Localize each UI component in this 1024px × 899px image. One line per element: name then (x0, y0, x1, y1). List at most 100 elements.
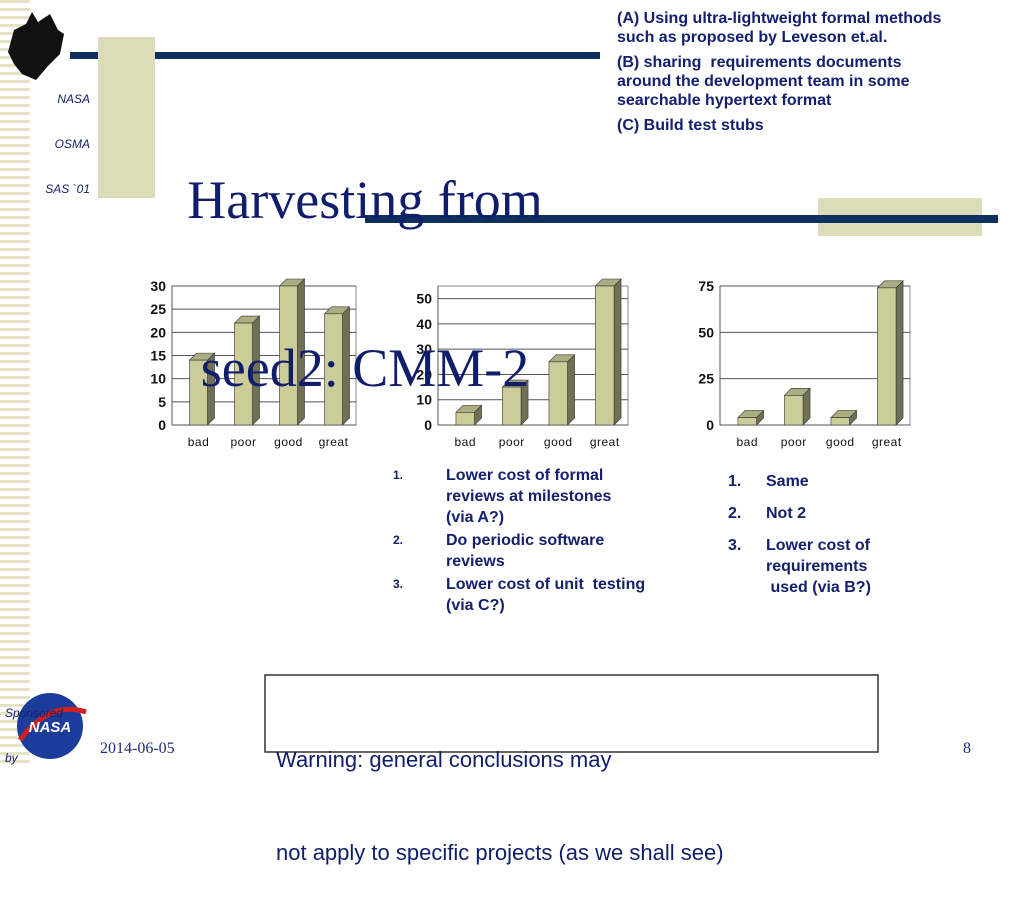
title-line: seed2: CMM-2 (200, 338, 530, 398)
logo-text: NASA OSMA SAS `01 (40, 62, 90, 212)
list-line: reviews at milestones (446, 488, 612, 505)
y-tick-label: 0 (158, 417, 166, 433)
list-line: Lower cost of (766, 537, 871, 554)
list-middle: 1. Lower cost of formal reviews at milesto… (393, 465, 645, 618)
mid-rule (365, 215, 998, 223)
bar (830, 417, 850, 426)
warning: Warning: general conclusions may not app… (276, 682, 724, 899)
list-line: Not 2 (766, 505, 806, 522)
list-item: 3. Lower cost of unit testing (via C?) (393, 574, 645, 616)
list-line: (via A?) (446, 509, 505, 526)
y-tick-label: 50 (698, 324, 714, 340)
y-tick-label: 15 (150, 348, 166, 364)
logo-line: OSMA (54, 137, 90, 151)
list-line: Do periodic software (446, 532, 605, 549)
x-tick-label: good (826, 435, 855, 449)
bar (877, 287, 897, 426)
y-tick-label: 25 (150, 301, 166, 317)
logo-line: SAS `01 (45, 182, 90, 196)
y-tick-label: 40 (416, 316, 432, 332)
note-line: around the development team in some (617, 73, 910, 90)
y-tick-label: 0 (424, 417, 432, 433)
warning-box (264, 674, 879, 753)
sponsor-line: by (5, 751, 18, 765)
list-number: 2. (728, 505, 742, 522)
list-number: 1. (728, 473, 742, 490)
list-line: reviews (446, 553, 505, 570)
x-tick-label: bad (736, 435, 758, 449)
note-line: (C) Build test stubs (617, 117, 764, 134)
warning-line: not apply to specific projects (as we sh… (276, 840, 724, 865)
bar (189, 359, 208, 426)
note-line: (A) Using ultra-lightweight formal metho… (617, 10, 942, 27)
bar (324, 313, 343, 426)
list-text: Same (766, 471, 871, 492)
list-line: Lower cost of formal (446, 467, 604, 484)
warning-line: Warning: general conclusions may (276, 747, 612, 772)
note: (A) Using ultra-lightweight formal metho… (617, 9, 941, 47)
bar (784, 395, 804, 426)
title-accent (98, 37, 155, 198)
list-number: 1. (393, 468, 404, 482)
x-tick-label: poor (781, 435, 807, 449)
x-tick-label: good (544, 435, 573, 449)
page-number: 8 (963, 740, 971, 757)
x-tick-label: great (590, 435, 620, 449)
list-line: (via C?) (446, 597, 505, 614)
badge-swoosh (18, 706, 87, 742)
y-tick-label: 25 (698, 371, 714, 387)
x-tick-label: great (319, 435, 349, 449)
x-tick-label: poor (230, 435, 256, 449)
list-text: Lower cost of formal reviews at milestone… (446, 465, 645, 528)
list-item: 3. Lower cost of requirements used (via B?… (728, 535, 871, 598)
y-tick-label: 75 (698, 278, 714, 294)
y-tick-label: 0 (706, 417, 714, 433)
list-line: requirements (766, 558, 868, 575)
bar-side (895, 280, 904, 426)
bar (502, 386, 522, 426)
list-line: Lower cost of unit testing (446, 576, 646, 593)
top-rule (70, 52, 600, 59)
x-tick-label: poor (499, 435, 525, 449)
list-text: Lower cost of requirements used (via B?) (766, 535, 871, 598)
note-line: (B) sharing requirements documents (617, 54, 902, 71)
bar (234, 322, 253, 426)
y-tick-label: 5 (158, 394, 166, 410)
bar (279, 285, 298, 426)
y-tick-label: 30 (150, 278, 166, 294)
x-tick-label: bad (188, 435, 210, 449)
list-line: Same (766, 473, 809, 490)
bar (737, 417, 757, 426)
list-right: 1. Same 2. Not 2 3. Lower cost of requirements… (728, 471, 871, 609)
y-tick-label: 20 (416, 366, 432, 382)
note: (C) Build test stubs (617, 116, 941, 135)
note-line: such as proposed by Leveson et.al. (617, 29, 888, 46)
list-number: 2. (393, 533, 404, 547)
slide-graphics: NASA 0 5 10 15 20 25 30 bad poor good great 0 10 20 30… (0, 0, 998, 768)
bar (595, 285, 615, 426)
list-text: Do periodic software reviews (446, 530, 645, 572)
bar-side (613, 278, 622, 426)
bar (455, 412, 475, 426)
notes: (A) Using ultra-lightweight formal metho… (617, 9, 941, 141)
list-number: 3. (393, 577, 404, 591)
title-line: Harvesting from (187, 170, 543, 230)
bar (548, 361, 568, 426)
y-tick-label: 10 (416, 392, 432, 408)
list-text: Lower cost of unit testing (via C?) (446, 574, 645, 616)
charts: 0 5 10 15 20 25 30 bad poor good great 0 10 20 30 40 50 b… (150, 278, 911, 449)
list-item: 1. Same (728, 471, 871, 492)
side-stripes (0, 0, 30, 768)
sponsor-line: Sponsored (5, 706, 64, 720)
badge-text: NASA (29, 719, 72, 736)
slide: NASA 0 5 10 15 20 25 30 bad poor good great 0 10 20 30… (0, 0, 998, 865)
list-item: 2. Do periodic software reviews (393, 530, 645, 572)
list-number: 3. (728, 537, 742, 554)
footer-date: 2014-06-05 (100, 740, 175, 757)
list-item: 2. Not 2 (728, 503, 871, 524)
note: (B) sharing requirements documents around… (617, 53, 941, 110)
note-line: searchable hypertext format (617, 92, 832, 109)
list-text: Not 2 (766, 503, 871, 524)
y-tick-label: 30 (416, 341, 432, 357)
logo-line: NASA (57, 92, 90, 106)
